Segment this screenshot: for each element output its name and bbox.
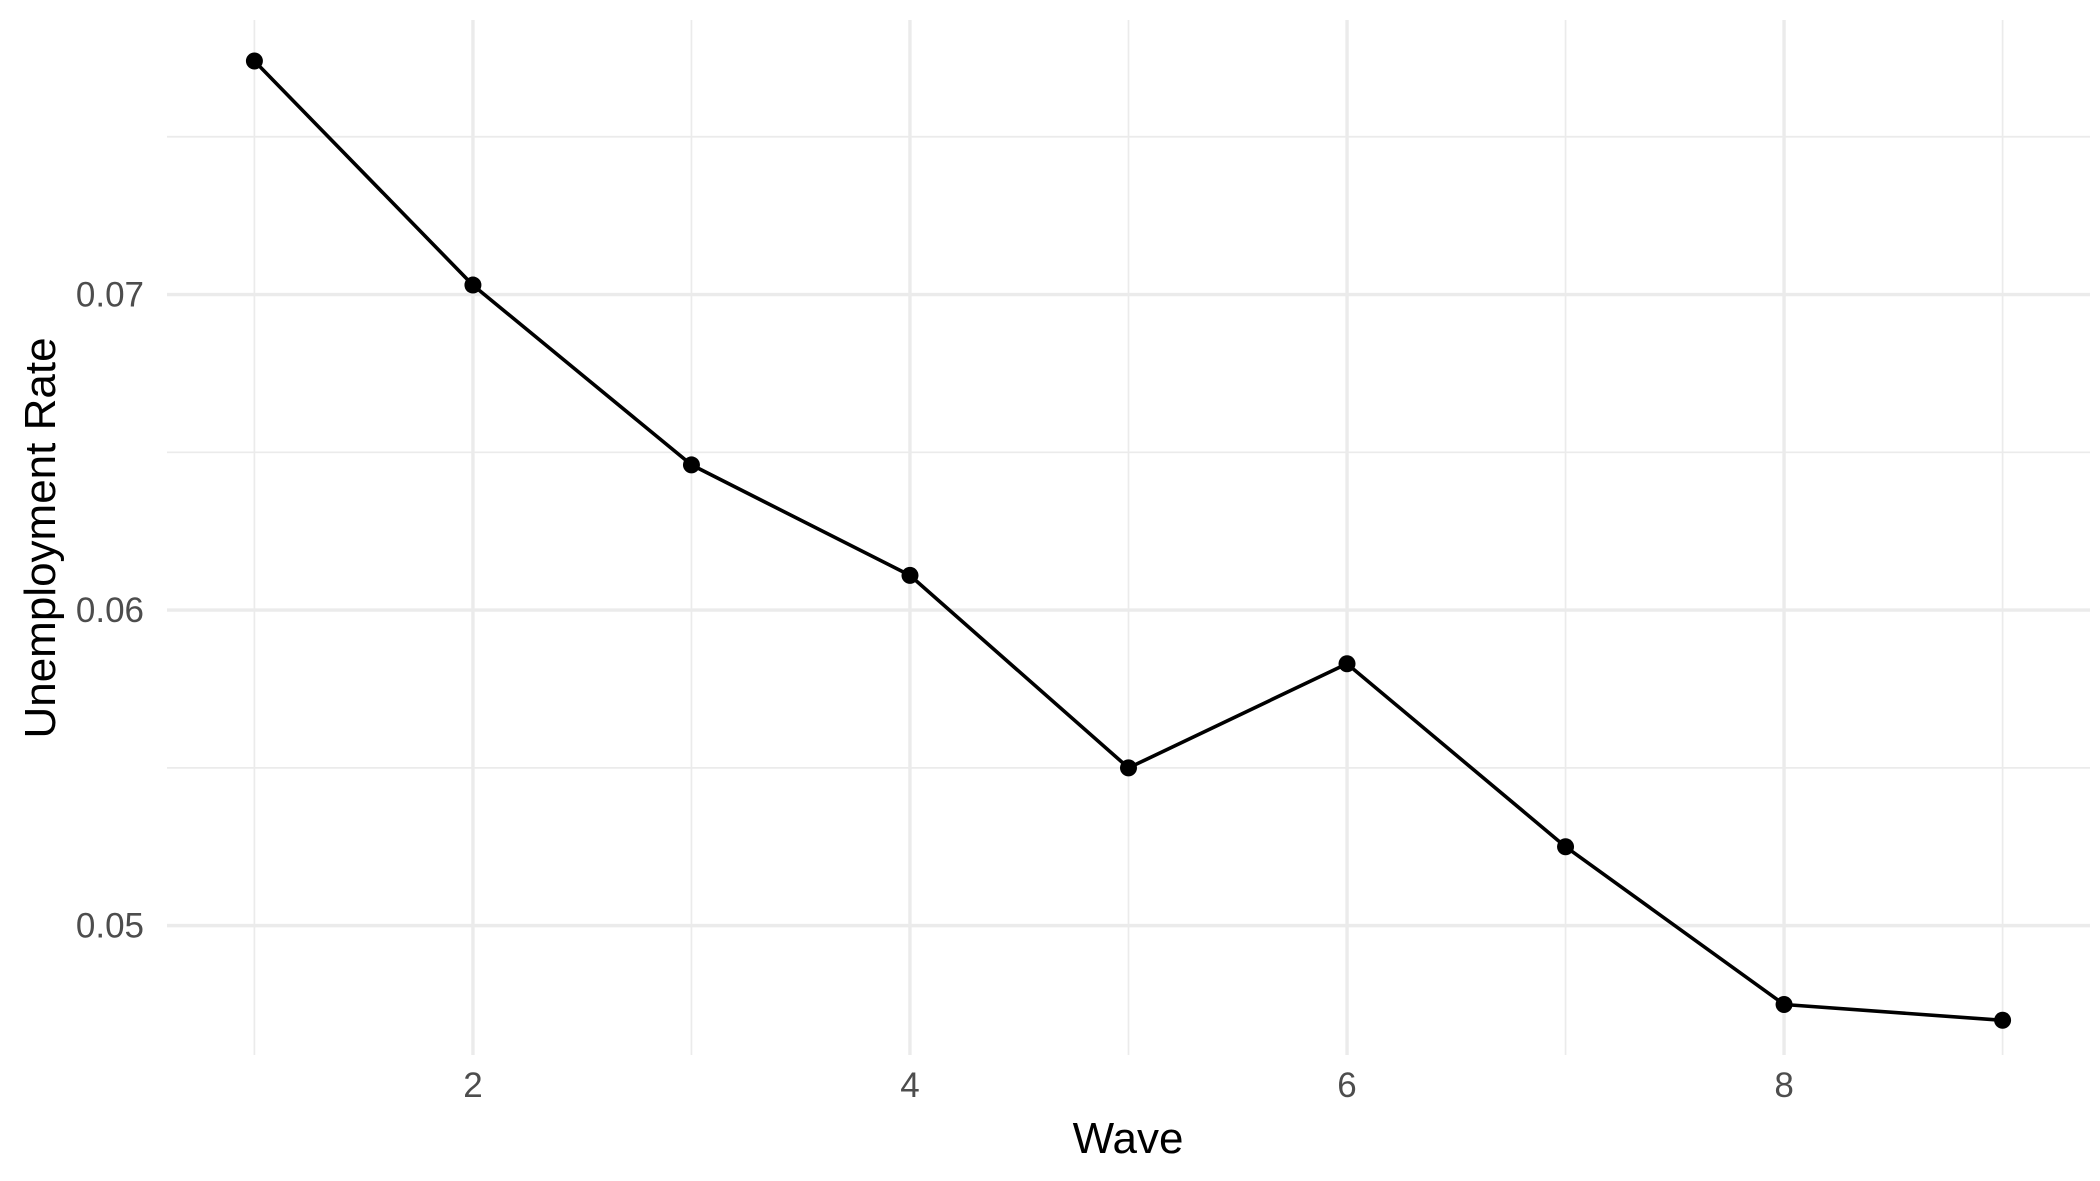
x-tick-label: 2 <box>463 1066 482 1105</box>
y-tick-label: 0.06 <box>76 591 144 630</box>
data-point <box>1994 1011 2012 1029</box>
x-axis-title: Wave <box>1073 1114 1184 1163</box>
data-point <box>245 52 263 70</box>
x-tick-label: 6 <box>1337 1066 1356 1105</box>
data-point <box>682 456 700 474</box>
data-point <box>1338 655 1356 673</box>
data-point <box>464 276 482 294</box>
x-axis-ticks: 2 4 6 8 <box>463 1066 1794 1105</box>
data-point <box>1120 759 1137 777</box>
x-tick-label: 4 <box>900 1066 919 1105</box>
y-tick-label: 0.05 <box>76 907 144 946</box>
x-tick-label: 8 <box>1774 1066 1793 1105</box>
grid-lines <box>167 20 2090 1055</box>
data-point <box>901 566 919 584</box>
data-point <box>1775 996 1793 1014</box>
data-point <box>1557 838 1575 856</box>
y-axis-title: Unemployment Rate <box>16 337 65 738</box>
data-points <box>245 52 2012 1029</box>
y-axis-ticks: 0.05 0.06 0.07 <box>76 276 144 946</box>
y-tick-label: 0.07 <box>76 276 144 315</box>
